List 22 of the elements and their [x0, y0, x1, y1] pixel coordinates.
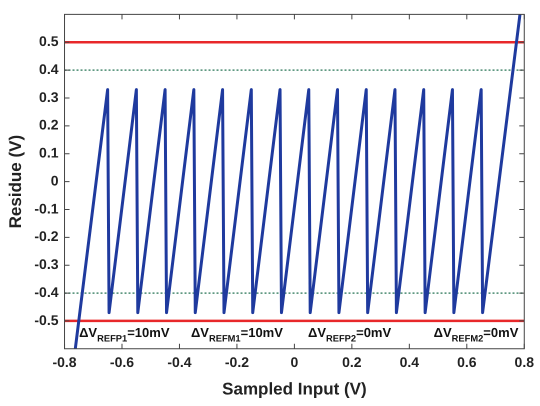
- y-tick-label: 0.1: [39, 144, 59, 161]
- y-tick-label: 0.3: [39, 88, 59, 105]
- y-tick-label: -0.5: [34, 312, 59, 328]
- x-tick-label: 0.8: [514, 354, 534, 370]
- x-tick-label: -0.6: [110, 354, 134, 370]
- x-tick-label: 0: [290, 354, 298, 370]
- x-tick-label: -0.4: [167, 354, 192, 370]
- x-tick-label: 0.2: [342, 354, 362, 370]
- y-tick-label: -0.1: [34, 200, 59, 216]
- x-axis-title: Sampled Input (V): [222, 379, 367, 398]
- y-tick-label: -0.4: [34, 284, 59, 300]
- y-tick-label: 0.4: [39, 60, 59, 77]
- x-tick-label: 0.6: [457, 354, 477, 370]
- y-axis-title: Residue (V): [6, 134, 25, 228]
- y-tick-label: 0.5: [39, 33, 59, 50]
- x-tick-label: -0.8: [52, 354, 77, 370]
- x-tick-label: 0.4: [400, 354, 420, 370]
- y-tick-label: 0: [50, 172, 59, 188]
- y-tick-label: -0.2: [34, 228, 59, 244]
- x-tick-label: -0.2: [224, 354, 250, 370]
- y-tick-label: 0.2: [39, 116, 59, 133]
- y-tick-label: -0.3: [34, 256, 59, 272]
